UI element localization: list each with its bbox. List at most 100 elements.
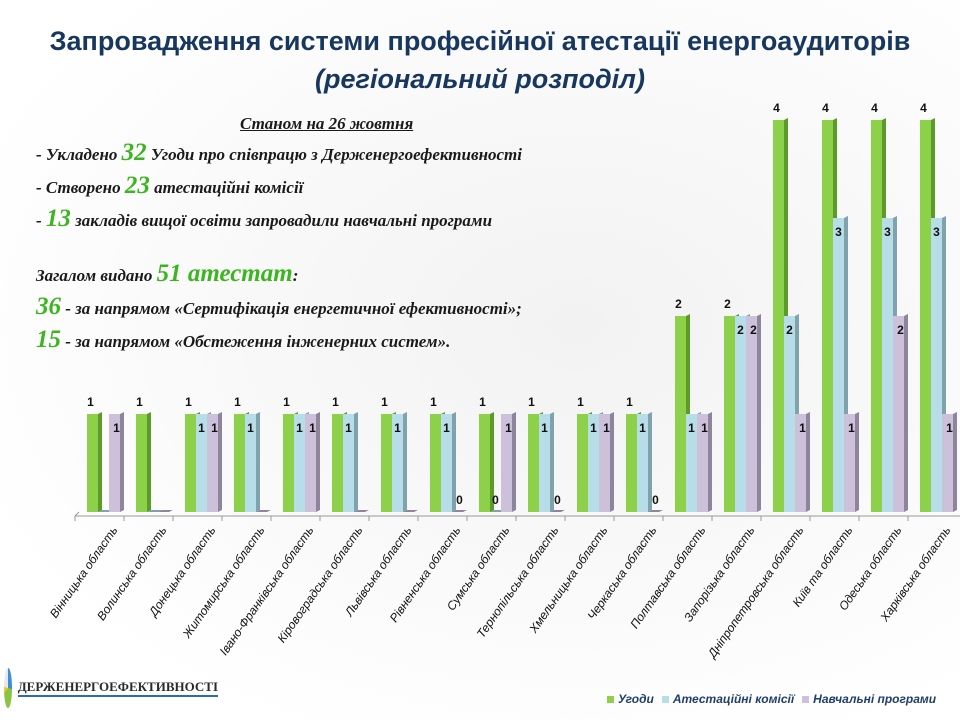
bar-side [452,412,456,512]
data-label: 4 [822,101,829,115]
data-label: 1 [394,421,401,435]
bar [430,414,441,512]
bar-side [953,412,957,512]
x-tick-label: Житомирська область [179,524,267,642]
bar [196,414,207,512]
data-label: 1 [211,421,218,435]
bar-zero [403,510,418,512]
data-label: 1 [185,395,192,409]
title-line: Запровадження системи професійної атеста… [49,26,911,56]
data-label: 4 [871,101,878,115]
page-title: Запровадження системи професійної атеста… [0,22,960,98]
data-label: 1 [381,395,388,409]
legend-label: Навчальні програми [813,692,937,706]
data-label: 0 [652,493,659,507]
data-label: 1 [528,395,535,409]
bar-side [256,412,260,512]
bar [109,414,120,512]
bar [675,316,686,512]
data-label: 1 [113,421,120,435]
x-tick-label: Тернопільська область [474,524,562,641]
bar [882,218,893,512]
bar [528,414,539,512]
bar [784,316,795,512]
data-label: 1 [309,421,316,435]
legend-swatch [802,696,810,703]
bar [185,414,196,512]
bar-side [147,412,151,512]
bar-side [708,412,712,512]
data-label: 1 [626,395,633,409]
logo-text: ДЕРЖЕНЕРГОЕФЕКТИВНОСТІ [17,679,218,697]
bar [441,414,452,512]
text: атестаційні комісії [149,178,304,197]
bar-side [550,412,554,512]
bar-zero [158,510,173,512]
data-label: 0 [492,493,499,507]
data-label: 1 [283,395,290,409]
bar [773,120,784,512]
data-label: 1 [234,395,241,409]
data-label: 1 [946,421,953,435]
legend-item: Угоди [607,692,654,706]
logo: ДЕРЖЕНЕРГОЕФЕКТИВНОСТІ [4,664,218,712]
bar [305,414,316,512]
bar [931,218,942,512]
data-label: 1 [848,421,855,435]
data-label: 1 [639,421,646,435]
bar-side [98,412,102,512]
bar [871,120,882,512]
bar-side [316,412,320,512]
agreements-count: 32 [121,139,147,166]
bar-zero [648,510,663,512]
text: Загалом видано [36,266,157,285]
data-label: 1 [799,421,806,435]
data-label: 1 [688,421,695,435]
legend-swatch [607,696,614,703]
data-label: 1 [87,395,94,409]
data-label: 1 [198,421,205,435]
data-label: 1 [247,421,254,435]
certification-count: 36 [36,293,61,320]
text: закладів вищої освіти запровадили навчал… [70,211,493,230]
data-label: 3 [835,225,842,239]
bar [822,120,833,512]
data-label: 1 [443,421,450,435]
inspection-count: 15 [36,326,61,353]
bar [207,414,218,512]
legend-label: Угоди [618,692,654,706]
bar [283,414,294,512]
bar [501,414,512,512]
x-tick-label: Дніпропетровська область [704,524,807,662]
data-label: 0 [554,493,561,507]
text: - Створено [36,178,125,197]
bar [893,316,904,512]
data-label: 4 [920,101,927,115]
certificates-count: 51 атестат [156,260,293,287]
data-label: 2 [897,323,904,337]
legend: Угоди Атестаційні комісії Навчальні програ… [607,692,936,706]
bar-side [354,412,358,512]
bar-zero [452,510,467,512]
data-label: 1 [541,421,548,435]
bar [136,414,147,512]
data-label: 2 [737,323,744,337]
legend-item: Навчальні програми [802,692,936,706]
bar [479,414,490,512]
bar [637,414,648,512]
data-label: 1 [479,395,486,409]
x-tick-label: Кіровоградська область [275,524,366,646]
subtitle: (регіональний розподіл) [315,64,645,94]
logo-icon [4,668,12,708]
bar [724,316,735,512]
data-label: 1 [332,395,339,409]
commissions-line: - Створено 23 атестаційні комісії [36,169,522,202]
data-label: 0 [456,493,463,507]
bar-side [610,412,614,512]
bar-side [403,412,407,512]
data-label: 2 [750,323,757,337]
data-label: 1 [577,395,584,409]
bar [577,414,588,512]
inspection-line: 15 - за напрямом «Обстеження інженерних … [36,323,522,356]
